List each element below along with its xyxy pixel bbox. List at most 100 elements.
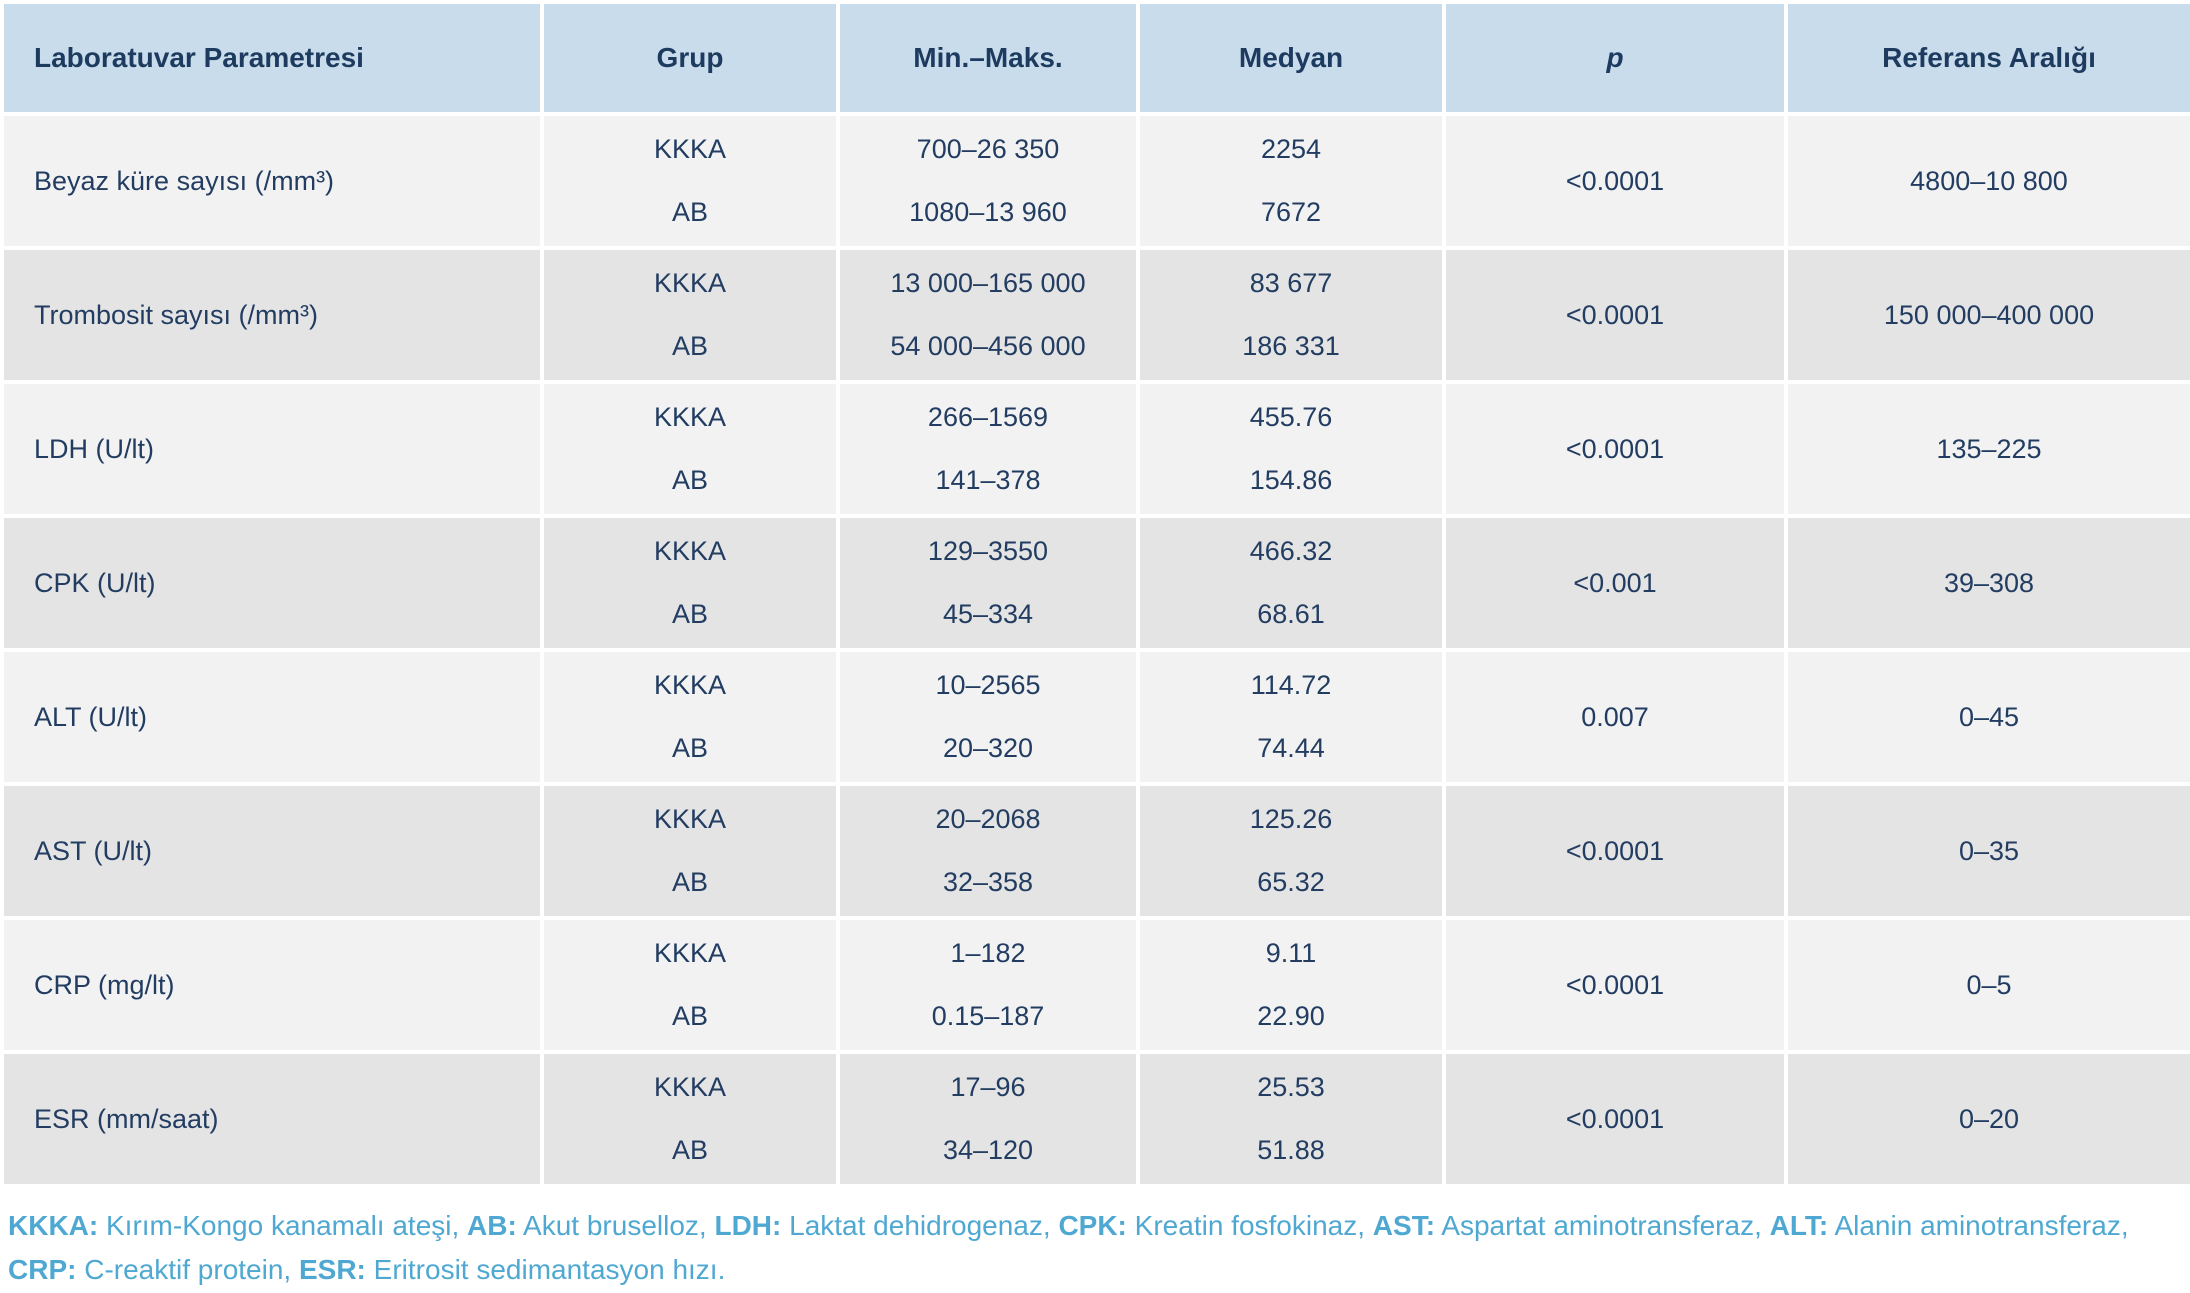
medyan-cell-value: 68.61 bbox=[1257, 599, 1325, 629]
parameter-cell: LDH (U/lt) bbox=[0, 380, 544, 518]
table-row: Trombosit sayısı (/mm³) KKKA AB 13 000–165 … bbox=[0, 246, 2190, 384]
min-maks-cell: 20–2068 32–358 bbox=[836, 782, 1140, 920]
referans-cell: 0–5 bbox=[1784, 916, 2190, 1054]
footnote-abbr: AST: bbox=[1372, 1210, 1436, 1241]
medyan-cell-value: 2254 bbox=[1260, 134, 1322, 164]
medyan-cell-value: 154.86 bbox=[1249, 465, 1333, 495]
p-value-cell: <0.0001 bbox=[1442, 782, 1788, 920]
grup-cell-value: AB bbox=[671, 197, 709, 227]
min-maks-cell-value: 1080–13 960 bbox=[909, 197, 1067, 227]
medyan-cell-value: 22.90 bbox=[1257, 1001, 1325, 1031]
min-maks-cell: 17–96 34–120 bbox=[836, 1050, 1140, 1188]
parameter-cell: Beyaz küre sayısı (/mm³) bbox=[0, 112, 544, 250]
grup-cell-value: KKKA bbox=[653, 1072, 727, 1102]
header-medyan: Medyan bbox=[1136, 0, 1446, 116]
medyan-cell: 455.76 154.86 bbox=[1136, 380, 1446, 518]
table-row: CPK (U/lt) KKKA AB 129–3550 45–334 466.32 68.6… bbox=[0, 514, 2190, 652]
min-maks-cell: 129–3550 45–334 bbox=[836, 514, 1140, 652]
p-value-cell: <0.0001 bbox=[1442, 112, 1788, 250]
medyan-cell-value: 65.32 bbox=[1257, 867, 1325, 897]
grup-cell-value: KKKA bbox=[653, 938, 727, 968]
p-value-cell: <0.0001 bbox=[1442, 916, 1788, 1054]
referans-cell: 0–45 bbox=[1784, 648, 2190, 786]
table-row: CRP (mg/lt) KKKA AB 1–182 0.15–187 9.11 22.90 <… bbox=[0, 916, 2190, 1054]
table-row: ESR (mm/saat) KKKA AB 17–96 34–120 25.53 51.88… bbox=[0, 1050, 2190, 1188]
p-value-cell: <0.0001 bbox=[1442, 1050, 1788, 1188]
header-referans-araligi: Referans Aralığı bbox=[1784, 0, 2190, 116]
medyan-cell: 25.53 51.88 bbox=[1136, 1050, 1446, 1188]
grup-cell-value: AB bbox=[671, 733, 709, 763]
medyan-cell-value: 455.76 bbox=[1249, 402, 1333, 432]
footnote-abbr: KKKA: bbox=[8, 1210, 99, 1241]
p-value-cell: <0.0001 bbox=[1442, 380, 1788, 518]
medyan-cell-value: 125.26 bbox=[1249, 804, 1333, 834]
min-maks-cell-value: 266–1569 bbox=[927, 402, 1049, 432]
referans-cell: 0–35 bbox=[1784, 782, 2190, 920]
grup-cell-value: AB bbox=[671, 599, 709, 629]
grup-cell: KKKA AB bbox=[540, 380, 840, 518]
medyan-cell-value: 186 331 bbox=[1242, 331, 1340, 361]
min-maks-cell-value: 20–320 bbox=[942, 733, 1034, 763]
parameter-cell: CRP (mg/lt) bbox=[0, 916, 544, 1054]
medyan-cell-value: 25.53 bbox=[1257, 1072, 1325, 1102]
grup-cell-value: AB bbox=[671, 1135, 709, 1165]
referans-cell: 4800–10 800 bbox=[1784, 112, 2190, 250]
medyan-cell: 125.26 65.32 bbox=[1136, 782, 1446, 920]
min-maks-cell-value: 10–2565 bbox=[935, 670, 1041, 700]
min-maks-cell-value: 141–378 bbox=[935, 465, 1041, 495]
footnote-abbr: ALT: bbox=[1769, 1210, 1829, 1241]
min-maks-cell-value: 17–96 bbox=[950, 1072, 1026, 1102]
min-maks-cell-value: 45–334 bbox=[942, 599, 1034, 629]
grup-cell: KKKA AB bbox=[540, 916, 840, 1054]
grup-cell-value: KKKA bbox=[653, 536, 727, 566]
table-body: Beyaz küre sayısı (/mm³) KKKA AB 700–26 350… bbox=[0, 112, 2190, 1188]
referans-cell: 39–308 bbox=[1784, 514, 2190, 652]
grup-cell: KKKA AB bbox=[540, 112, 840, 250]
grup-cell-value: KKKA bbox=[653, 402, 727, 432]
grup-cell-value: KKKA bbox=[653, 804, 727, 834]
header-laboratuvar-parametresi: Laboratuvar Parametresi bbox=[0, 0, 544, 116]
table-row: AST (U/lt) KKKA AB 20–2068 32–358 125.26 65.32… bbox=[0, 782, 2190, 920]
medyan-cell-value: 51.88 bbox=[1257, 1135, 1325, 1165]
table-row: Beyaz küre sayısı (/mm³) KKKA AB 700–26 350… bbox=[0, 112, 2190, 250]
header-p: p bbox=[1442, 0, 1788, 116]
table-row: ALT (U/lt) KKKA AB 10–2565 20–320 114.72 74.44… bbox=[0, 648, 2190, 786]
p-value-cell: 0.007 bbox=[1442, 648, 1788, 786]
footnote-abbr: AB: bbox=[467, 1210, 517, 1241]
min-maks-cell-value: 0.15–187 bbox=[931, 1001, 1045, 1031]
footnote: KKKA: Kırım-Kongo kanamalı ateşi, AB: Ak… bbox=[8, 1210, 2129, 1286]
min-maks-cell-value: 700–26 350 bbox=[916, 134, 1060, 164]
medyan-cell: 83 677 186 331 bbox=[1136, 246, 1446, 384]
medyan-cell: 9.11 22.90 bbox=[1136, 916, 1446, 1054]
parameter-cell: ESR (mm/saat) bbox=[0, 1050, 544, 1188]
min-maks-cell-value: 13 000–165 000 bbox=[890, 268, 1086, 298]
footnote-abbr: CRP: bbox=[8, 1254, 77, 1286]
referans-cell: 0–20 bbox=[1784, 1050, 2190, 1188]
grup-cell-value: KKKA bbox=[653, 670, 727, 700]
footnote-abbr: ESR: bbox=[298, 1254, 366, 1286]
parameter-cell: CPK (U/lt) bbox=[0, 514, 544, 652]
footnote-abbr: CPK: bbox=[1058, 1210, 1127, 1241]
grup-cell-value: AB bbox=[671, 465, 709, 495]
min-maks-cell-value: 54 000–456 000 bbox=[890, 331, 1086, 361]
table-row: LDH (U/lt) KKKA AB 266–1569 141–378 455.76 154… bbox=[0, 380, 2190, 518]
header-grup: Grup bbox=[540, 0, 840, 116]
grup-cell-value: KKKA bbox=[653, 134, 727, 164]
medyan-cell-value: 74.44 bbox=[1257, 733, 1325, 763]
min-maks-cell-value: 129–3550 bbox=[927, 536, 1049, 566]
medyan-cell-value: 83 677 bbox=[1249, 268, 1333, 298]
medyan-cell: 2254 7672 bbox=[1136, 112, 1446, 250]
grup-cell: KKKA AB bbox=[540, 514, 840, 652]
min-maks-cell: 266–1569 141–378 bbox=[836, 380, 1140, 518]
min-maks-cell: 1–182 0.15–187 bbox=[836, 916, 1140, 1054]
medyan-cell-value: 7672 bbox=[1260, 197, 1322, 227]
lab-parameters-table: Laboratuvar Parametresi Grup Min.–Maks. … bbox=[0, 0, 2190, 1188]
p-value-cell: <0.001 bbox=[1442, 514, 1788, 652]
medyan-cell-value: 9.11 bbox=[1265, 938, 1317, 968]
parameter-cell: ALT (U/lt) bbox=[0, 648, 544, 786]
min-maks-cell-value: 32–358 bbox=[942, 867, 1034, 897]
parameter-cell: Trombosit sayısı (/mm³) bbox=[0, 246, 544, 384]
medyan-cell-value: 114.72 bbox=[1250, 670, 1332, 700]
min-maks-cell: 10–2565 20–320 bbox=[836, 648, 1140, 786]
referans-cell: 135–225 bbox=[1784, 380, 2190, 518]
